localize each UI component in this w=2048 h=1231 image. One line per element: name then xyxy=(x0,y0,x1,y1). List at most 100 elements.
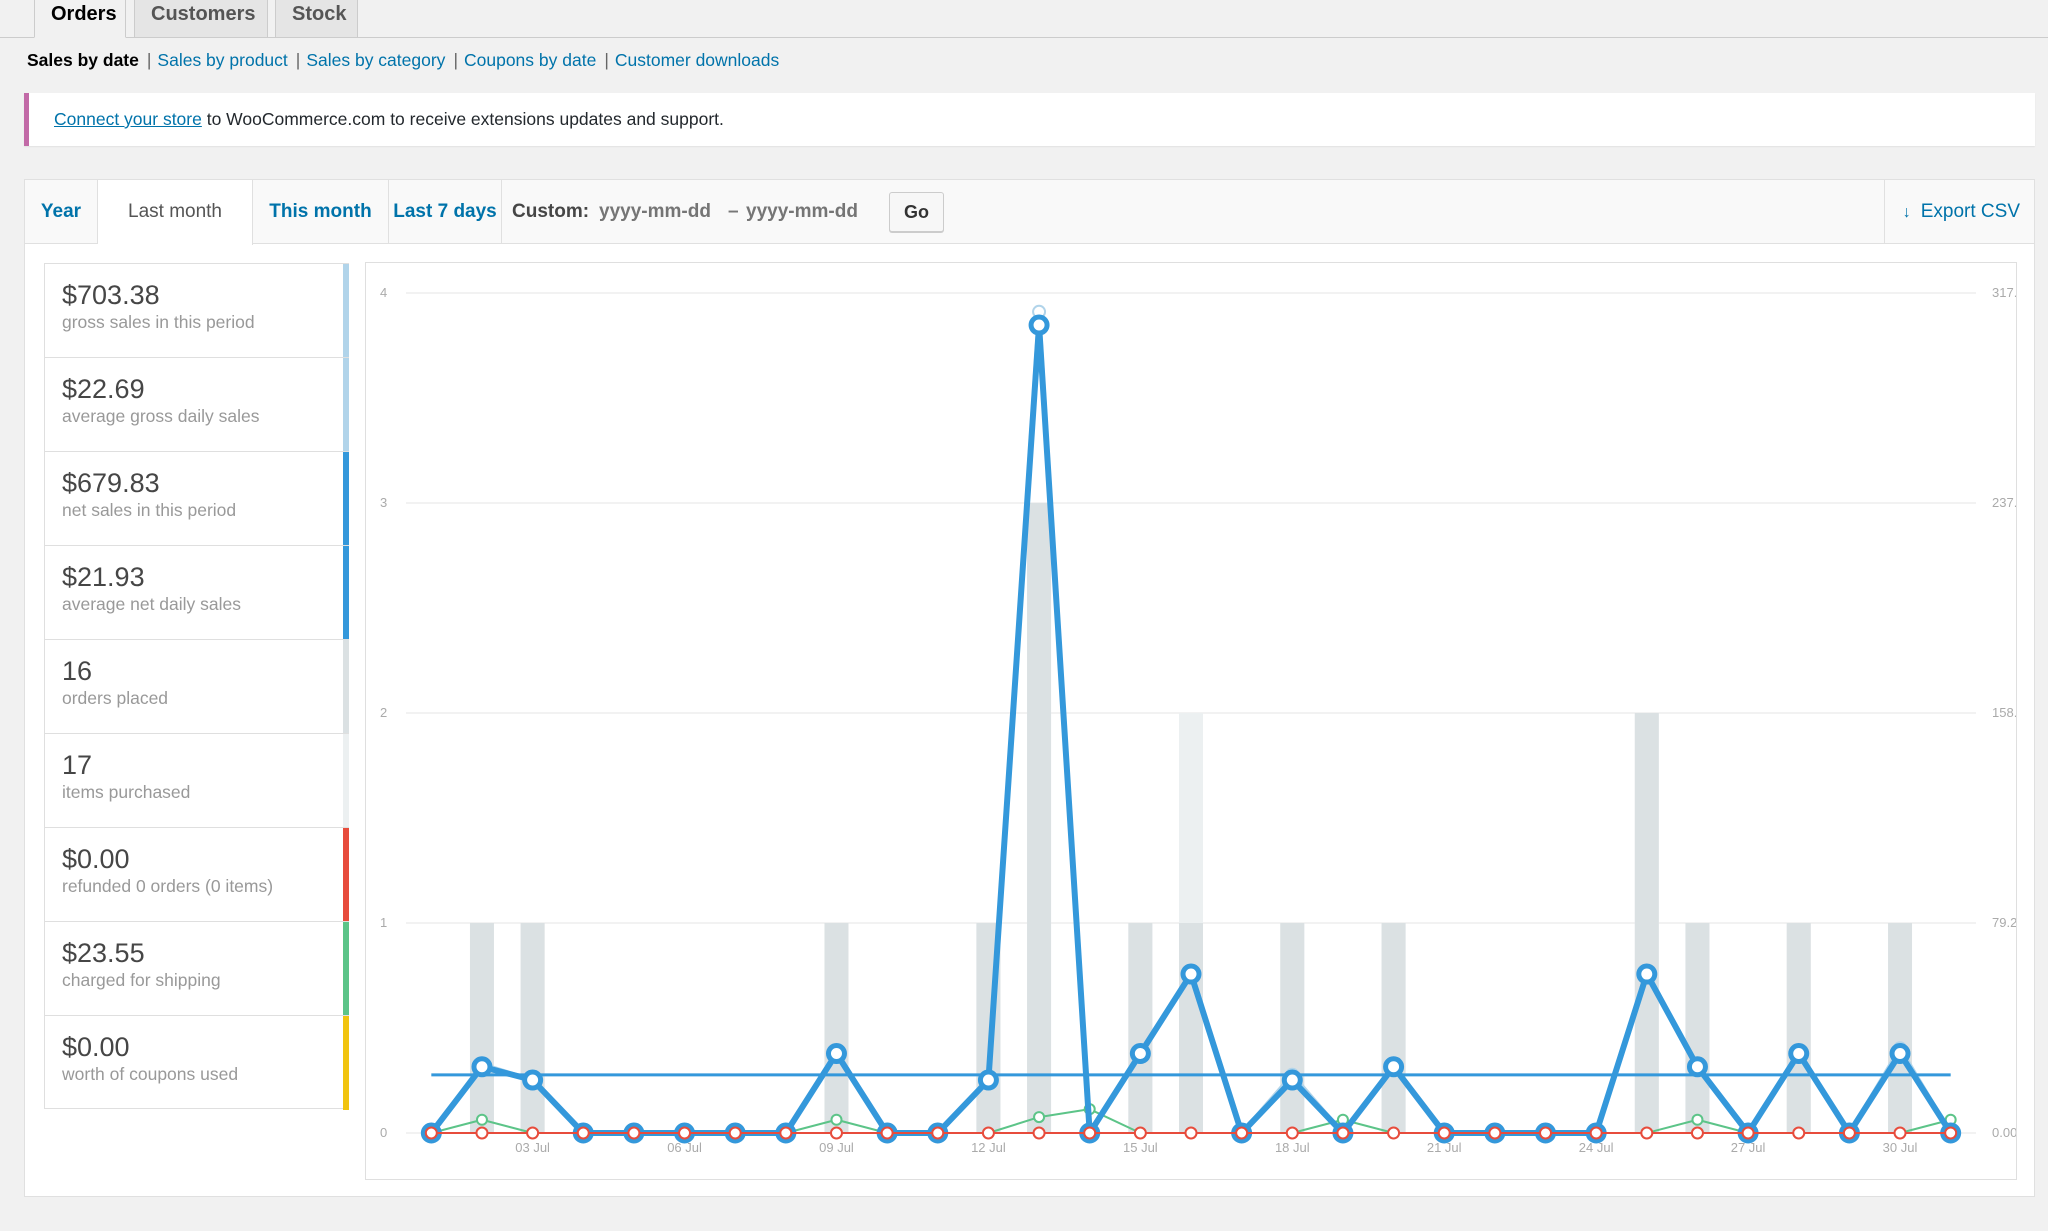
legend-item[interactable]: $703.38 gross sales in this period xyxy=(44,263,349,358)
legend-color-bar xyxy=(343,734,349,828)
data-point xyxy=(1336,1126,1350,1140)
data-point xyxy=(1281,1069,1303,1091)
data-point xyxy=(1842,1126,1856,1140)
subnav-separator: | xyxy=(295,50,301,70)
range-last-7-days[interactable]: Last 7 days xyxy=(389,180,502,244)
legend-color-bar xyxy=(343,358,349,452)
subnav-separator: | xyxy=(604,50,609,70)
x-axis-tick-label: 30 Jul xyxy=(1883,1140,1918,1155)
date-range-dash: – xyxy=(728,201,739,222)
legend-item[interactable]: $679.83 net sales in this period xyxy=(44,451,349,546)
legend-value: $21.93 xyxy=(62,562,145,592)
data-point xyxy=(1893,1126,1907,1140)
data-point xyxy=(1788,1043,1810,1065)
x-axis-tick-label: 21 Jul xyxy=(1427,1140,1462,1155)
legend-label: worth of coupons used xyxy=(62,1064,239,1084)
legend-item[interactable]: $23.55 charged for shipping xyxy=(44,921,349,1016)
legend-item[interactable]: 16 orders placed xyxy=(44,639,349,734)
legend-value: $703.38 xyxy=(62,280,160,310)
data-point xyxy=(830,1113,843,1126)
legend-item[interactable]: $0.00 worth of coupons used xyxy=(44,1015,349,1110)
custom-range-label: Custom: xyxy=(512,201,590,222)
chart-bar xyxy=(1786,923,1811,1133)
data-point xyxy=(1180,963,1202,985)
legend-value: $679.83 xyxy=(62,468,160,498)
data-point xyxy=(1387,1126,1401,1140)
y2-axis-tick-label: 158.54 xyxy=(1992,705,2016,720)
data-point xyxy=(1589,1126,1603,1140)
data-point xyxy=(977,1069,999,1091)
data-point xyxy=(1032,1126,1046,1140)
y-axis-tick-label: 0 xyxy=(380,1125,387,1140)
end-date-input[interactable] xyxy=(746,180,876,244)
y-axis-tick-label: 1 xyxy=(380,915,387,930)
x-axis-tick-label: 27 Jul xyxy=(1731,1140,1766,1155)
data-point xyxy=(981,1126,995,1140)
chart-bar xyxy=(824,923,849,1133)
report-type-tabs: Orders Customers Stock xyxy=(0,0,2048,38)
subnav-link-coupons-by-date[interactable]: Coupons by date xyxy=(463,50,597,70)
legend-label: average gross daily sales xyxy=(62,406,260,426)
connect-store-link[interactable]: Connect your store xyxy=(54,109,202,129)
x-axis-tick-label: 09 Jul xyxy=(819,1140,854,1155)
data-point xyxy=(1636,963,1658,985)
x-axis-tick-label: 15 Jul xyxy=(1123,1140,1158,1155)
chart-bar xyxy=(1027,503,1052,1133)
data-point xyxy=(1235,1126,1249,1140)
download-arrow-icon: ↓ xyxy=(1902,204,1911,221)
data-point xyxy=(1184,1126,1198,1140)
connect-store-notice: Connect your store to WooCommerce.com to… xyxy=(24,93,2035,146)
x-axis-tick-label: 03 Jul xyxy=(515,1140,550,1155)
data-point xyxy=(931,1126,945,1140)
data-point xyxy=(1129,1043,1151,1065)
data-point xyxy=(880,1126,894,1140)
go-button[interactable]: Go xyxy=(889,192,944,232)
legend-value: $0.00 xyxy=(62,1032,130,1062)
data-point xyxy=(1792,1126,1806,1140)
legend-label: average net daily sales xyxy=(62,594,241,614)
legend-color-bar xyxy=(343,452,349,546)
custom-range: Custom: xyxy=(512,180,589,244)
subnav-link-sales-by-product[interactable]: Sales by product xyxy=(157,50,288,70)
start-date-input[interactable] xyxy=(599,180,727,244)
y-axis-tick-label: 3 xyxy=(380,495,387,510)
export-csv-label: Export CSV xyxy=(1920,201,2020,222)
tab-customers[interactable]: Customers xyxy=(134,0,268,38)
chart-bar xyxy=(1888,923,1913,1133)
subnav-link-sales-by-category[interactable]: Sales by category xyxy=(306,50,446,70)
tab-orders[interactable]: Orders xyxy=(34,0,126,38)
subnav-link-customer-downloads[interactable]: Customer downloads xyxy=(614,50,780,70)
chart-bar xyxy=(1381,923,1406,1133)
export-csv-button[interactable]: ↓ Export CSV xyxy=(1883,180,2034,244)
chart-legend: $703.38 gross sales in this period $22.69 a… xyxy=(44,263,349,1110)
range-last-month[interactable]: Last month xyxy=(98,180,253,245)
tab-stock[interactable]: Stock xyxy=(275,0,358,38)
sales-chart-svg: 0 0.00 1 79.27 2 158.54 3 237.82 4 317.09 03 Jul 06… xyxy=(380,285,2016,1155)
data-point xyxy=(1944,1126,1958,1140)
chart-bar xyxy=(469,923,494,1133)
range-this-month[interactable]: This month xyxy=(253,180,389,244)
legend-label: refunded 0 orders (0 items) xyxy=(62,876,274,896)
range-year[interactable]: Year xyxy=(25,180,98,244)
legend-value: $0.00 xyxy=(62,844,130,874)
legend-color-bar xyxy=(343,828,349,922)
subnav-separator: | xyxy=(146,50,152,70)
legend-item[interactable]: 17 items purchased xyxy=(44,733,349,828)
legend-item[interactable]: $0.00 refunded 0 orders (0 items) xyxy=(44,827,349,922)
data-point xyxy=(1640,1126,1654,1140)
chart-bar xyxy=(1280,923,1305,1133)
data-point xyxy=(1741,1126,1755,1140)
data-point xyxy=(728,1126,742,1140)
y2-axis-tick-label: 237.82 xyxy=(1992,495,2016,510)
data-point xyxy=(627,1126,641,1140)
legend-label: orders placed xyxy=(62,688,169,708)
data-point xyxy=(1383,1056,1405,1078)
y2-axis-tick-label: 79.27 xyxy=(1992,915,2016,930)
data-point xyxy=(475,1126,489,1140)
legend-item[interactable]: $21.93 average net daily sales xyxy=(44,545,349,640)
legend-color-bar xyxy=(343,640,349,734)
data-point xyxy=(1028,314,1050,336)
legend-item[interactable]: $22.69 average gross daily sales xyxy=(44,357,349,452)
subnav-current: Sales by date xyxy=(27,50,139,70)
chart-bar xyxy=(520,923,545,1133)
